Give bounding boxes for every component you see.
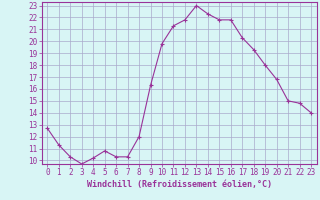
X-axis label: Windchill (Refroidissement éolien,°C): Windchill (Refroidissement éolien,°C) <box>87 180 272 189</box>
